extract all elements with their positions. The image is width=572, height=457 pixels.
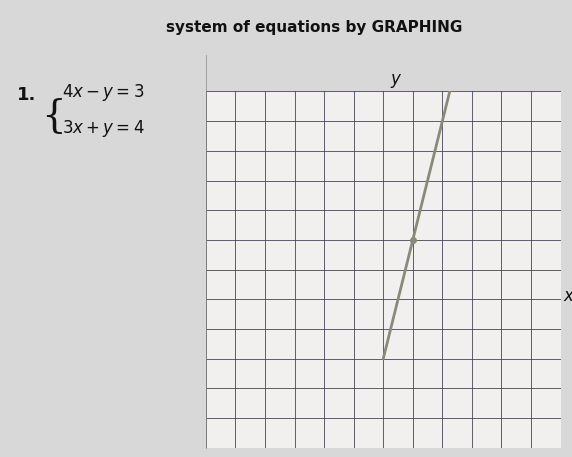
- Text: $4x-y=3$: $4x-y=3$: [62, 82, 144, 103]
- Text: $3x+y=4$: $3x+y=4$: [62, 118, 144, 139]
- Text: 1.: 1.: [17, 86, 36, 104]
- Text: system of equations by GRAPHING: system of equations by GRAPHING: [166, 20, 463, 35]
- Text: y: y: [391, 70, 400, 88]
- Text: {: {: [41, 98, 66, 135]
- Text: x: x: [563, 287, 572, 305]
